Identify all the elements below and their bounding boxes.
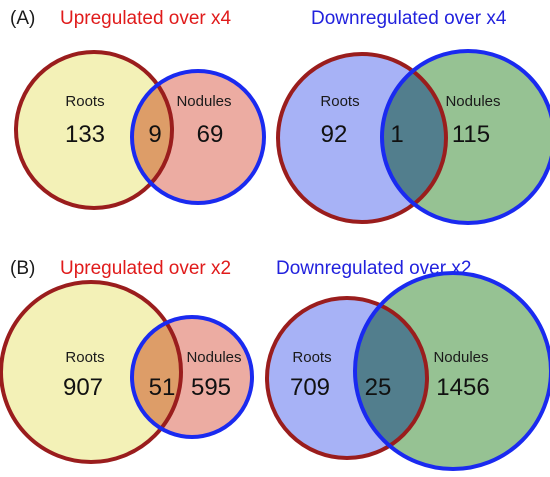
- roots-label: Roots: [65, 93, 104, 110]
- roots-label: Roots: [320, 93, 359, 110]
- nodules-label: Nodules: [186, 349, 241, 366]
- nodules-count: 1456: [436, 374, 489, 401]
- nodules-outline: [130, 315, 254, 439]
- roots-region: [1, 282, 181, 462]
- venn-downregulated-x4: Roots 92 1 Nodules 115: [276, 49, 550, 225]
- overlap-region: [382, 54, 446, 222]
- nodules-count: 115: [452, 121, 490, 148]
- overlap-count: 51: [149, 374, 176, 401]
- roots-outline: [276, 52, 448, 224]
- roots-count: 133: [65, 121, 105, 148]
- nodules-count: 69: [197, 121, 224, 148]
- roots-region: [16, 52, 172, 208]
- heading-upregulated-x2: Upregulated over x2: [60, 258, 232, 279]
- venn-downregulated-x2: Roots 709 25 Nodules 1456: [265, 271, 550, 471]
- roots-label: Roots: [292, 349, 331, 366]
- panel-label-a: (A): [10, 8, 36, 29]
- nodules-outline: [353, 271, 550, 471]
- roots-outline: [265, 296, 429, 460]
- nodules-label: Nodules: [445, 93, 500, 110]
- venn-upregulated-x2: Roots 907 51 Nodules 595: [0, 280, 254, 464]
- roots-label: Roots: [65, 349, 104, 366]
- overlap-count: 1: [390, 121, 403, 148]
- nodules-outline: [380, 49, 550, 225]
- venn-upregulated-x4: Roots 133 9 Nodules 69: [14, 50, 266, 210]
- nodules-label: Nodules: [176, 93, 231, 110]
- heading-downregulated-x4: Downregulated over x4: [311, 8, 507, 29]
- roots-count: 907: [63, 374, 103, 401]
- heading-downregulated-x2: Downregulated over x2: [276, 258, 472, 279]
- nodules-outline: [130, 69, 266, 205]
- roots-outline: [0, 280, 183, 464]
- roots-count: 92: [321, 121, 348, 148]
- overlap-count: 9: [148, 121, 161, 148]
- overlap-count: 25: [365, 374, 392, 401]
- nodules-count: 595: [191, 374, 231, 401]
- panel-label-b: (B): [10, 258, 36, 279]
- roots-count: 709: [290, 374, 330, 401]
- heading-upregulated-x4: Upregulated over x4: [60, 8, 232, 29]
- nodules-label: Nodules: [433, 349, 488, 366]
- overlap-region: [132, 317, 181, 437]
- roots-outline: [14, 50, 174, 210]
